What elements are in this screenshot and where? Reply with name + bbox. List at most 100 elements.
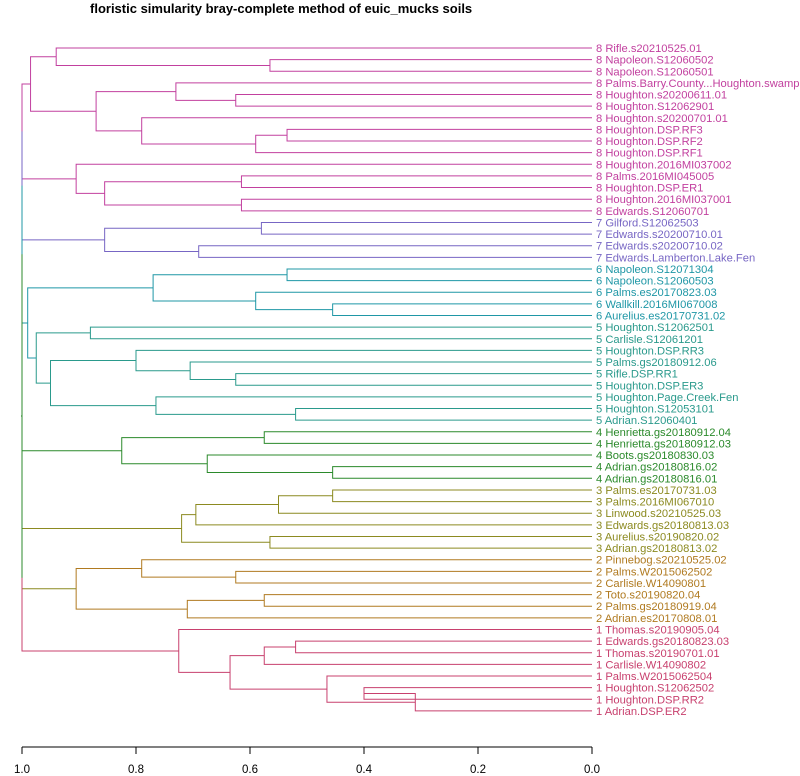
dendrogram-branch <box>89 326 592 340</box>
dendrogram-branch <box>255 291 592 311</box>
leaf-label: 4 Adrian.gs20180816.02 <box>596 462 717 474</box>
x-tick-label: 0.6 <box>242 764 258 776</box>
leaf-label: 8 Napoleon.S12060502 <box>596 55 714 67</box>
dendrogram-branch <box>50 360 156 407</box>
leaf-label: 8 Houghton.s20200701.01 <box>596 113 728 125</box>
dendrogram-branch <box>269 535 592 549</box>
leaf-label: 2 Adrian.es20170808.01 <box>596 613 717 625</box>
leaf-label: 7 Edwards.Lamberton.Lake.Fen <box>596 252 755 264</box>
dendrogram-branch <box>240 198 592 212</box>
leaf-label: 5 Adrian.S12060401 <box>596 415 697 427</box>
dendrogram-branch <box>326 675 592 703</box>
leaf-label: 1 Carlisle.W14090802 <box>596 659 706 671</box>
dendrogram-branch <box>141 559 592 578</box>
dendrogram-branch <box>121 437 265 465</box>
dendrogram-branch <box>189 361 592 380</box>
dendrogram-branch <box>21 83 77 180</box>
dendrogram-branch <box>295 408 592 421</box>
dendrogram-branch <box>27 287 154 359</box>
x-axis: 1.0 0.8 0.6 0.4 0.2 0.0 <box>14 746 600 776</box>
leaf-label: 1 Houghton.S12062502 <box>596 683 714 695</box>
dendrogram-branch <box>21 504 179 652</box>
dendrogram-branch <box>235 94 592 107</box>
dendrogram-branch <box>181 514 270 543</box>
leaf-label: 8 Houghton.s20200611.01 <box>596 90 727 102</box>
dendrogram-branch <box>269 59 592 72</box>
leaf-label: 8 Houghton.2016MI037002 <box>596 159 732 171</box>
leaf-label: 5 Houghton.S12053101 <box>596 404 714 416</box>
leaf-label: 3 Linwood.s20210525.03 <box>596 508 721 520</box>
dendrogram-branch <box>240 175 592 189</box>
dendrogram-branch <box>21 527 182 590</box>
leaf-label: 6 Palms.es20170823.03 <box>596 287 717 299</box>
dendrogram-branch <box>286 128 592 142</box>
leaf-label: 7 Edwards.s20200710.02 <box>596 241 723 253</box>
dendrogram-branch <box>263 646 592 665</box>
dendrogram-branch <box>104 181 242 206</box>
leaf-label: 7 Edwards.s20200710.01 <box>596 229 723 241</box>
leaf-label: 8 Houghton.S12062901 <box>596 101 714 113</box>
x-tick-label: 0.8 <box>128 764 144 776</box>
leaf-label: 1 Adrian.DSP.ER2 <box>596 706 687 718</box>
dendrogram-branch <box>229 655 327 690</box>
dendrogram-branch <box>30 56 97 112</box>
leaf-label: 3 Palms.2016MI067010 <box>596 497 714 509</box>
dendrogram-branch <box>75 163 592 194</box>
leaf-label: 3 Palms.es20170731.03 <box>596 485 717 497</box>
dendrogram-branch <box>186 599 592 619</box>
dendrogram-branch <box>332 303 592 316</box>
dendrogram-branch <box>255 134 592 154</box>
dendrogram-branch <box>198 245 592 258</box>
leaf-label: 5 Palms.gs20180912.06 <box>596 357 717 369</box>
leaf-label: 7 Gilford.S12062503 <box>596 217 699 229</box>
leaf-label: 8 Houghton.DSP.ER1 <box>596 183 703 195</box>
leaf-label: 5 Houghton.S12062501 <box>596 322 714 334</box>
leaf-label: 8 Houghton.DSP.RF1 <box>596 148 703 160</box>
leaf-label: 8 Houghton.2016MI037001 <box>596 194 732 206</box>
dendrogram-branch <box>75 567 188 610</box>
leaf-label: 1 Palms.W2015062504 <box>596 671 712 683</box>
dendrogram-branches <box>21 47 592 712</box>
dendrogram-branch <box>332 489 592 503</box>
leaf-label: 5 Carlisle.S12061201 <box>596 334 703 346</box>
dendrogram-branch <box>152 274 288 302</box>
leaf-label: 2 Pinnebog.s20210525.02 <box>596 555 727 567</box>
leaf-label: 3 Edwards.gs20180813.03 <box>596 520 729 532</box>
leaf-label: 3 Adrian.gs20180813.02 <box>596 543 717 555</box>
x-tick-label: 0.4 <box>356 764 373 776</box>
leaf-labels: 8 Rifle.s20210525.018 Napoleon.S12060502… <box>596 43 800 718</box>
leaf-label: 2 Carlisle.W14090801 <box>596 578 706 590</box>
leaf-label: 1 Thomas.s20190905.04 <box>596 625 720 637</box>
dendrogram-branch <box>175 82 592 101</box>
leaf-label: 5 Houghton.DSP.ER3 <box>596 380 703 392</box>
leaf-label: 8 Palms.Barry.County...Houghton.swamp <box>596 78 800 90</box>
leaf-label: 3 Aurelius.s20190820.02 <box>596 531 719 543</box>
dendrogram-branch <box>55 47 592 66</box>
x-tick-label: 0.2 <box>470 764 486 776</box>
dendrogram-branch <box>35 332 91 384</box>
leaf-label: 4 Adrian.gs20180816.01 <box>596 473 717 485</box>
chart-title: floristic simularity bray-complete metho… <box>90 1 472 16</box>
leaf-label: 4 Henrietta.gs20180912.04 <box>596 427 731 439</box>
leaf-label: 1 Houghton.DSP.RR2 <box>596 694 704 706</box>
leaf-label: 5 Houghton.DSP.RR3 <box>596 345 704 357</box>
x-tick-label: 0.0 <box>584 764 600 776</box>
leaf-label: 8 Edwards.S12060701 <box>596 206 709 218</box>
leaf-label: 4 Boots.gs20180830.03 <box>596 450 714 462</box>
dendrogram-branch <box>263 431 592 444</box>
leaf-label: 8 Rifle.s20210525.01 <box>596 43 702 55</box>
leaf-label: 2 Palms.gs20180919.04 <box>596 601 717 613</box>
leaf-label: 6 Napoleon.S12060503 <box>596 276 714 288</box>
dendrogram-branch <box>141 117 592 145</box>
dendrogram-branch <box>260 221 592 235</box>
dendrogram-branch <box>21 131 105 241</box>
dendrogram-branch <box>286 268 592 282</box>
leaf-label: 1 Edwards.gs20180823.03 <box>596 636 729 648</box>
leaf-label: 8 Houghton.DSP.RF3 <box>596 124 703 136</box>
leaf-label: 6 Aurelius.es20170731.02 <box>596 310 725 322</box>
dendrogram-branch <box>332 466 592 479</box>
leaf-label: 8 Houghton.DSP.RF2 <box>596 136 703 148</box>
dendrogram-branch <box>278 495 592 514</box>
dendrogram-branch <box>206 454 592 473</box>
